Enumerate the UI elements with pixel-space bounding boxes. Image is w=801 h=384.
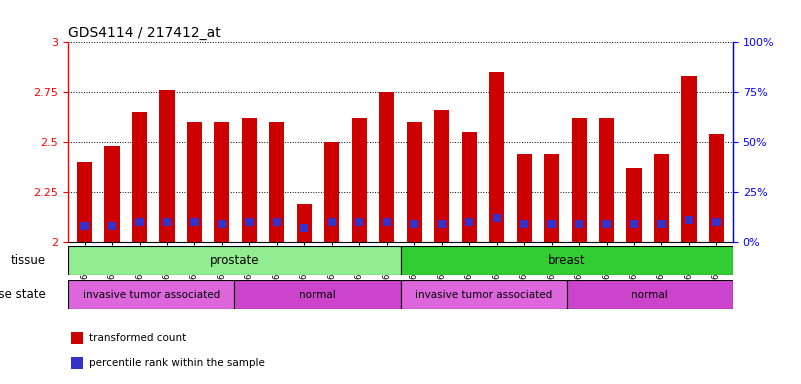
Bar	[215, 122, 229, 242]
Text: percentile rank within the sample: percentile rank within the sample	[90, 358, 265, 368]
Bar	[324, 142, 340, 242]
Bar	[437, 220, 446, 228]
Bar	[400, 246, 733, 275]
Bar	[517, 154, 532, 242]
Bar	[104, 146, 119, 242]
Text: invasive tumor associated: invasive tumor associated	[415, 290, 552, 300]
Bar	[520, 220, 528, 228]
Bar	[410, 220, 418, 228]
Bar	[159, 90, 175, 242]
Bar	[328, 218, 336, 226]
Bar	[547, 220, 556, 228]
Bar	[461, 132, 477, 242]
Bar	[71, 357, 83, 369]
Bar	[658, 220, 666, 228]
Text: normal: normal	[631, 290, 668, 300]
Bar	[383, 218, 391, 226]
Bar	[245, 218, 254, 226]
Bar	[132, 112, 147, 242]
Bar	[273, 218, 281, 226]
Bar	[709, 134, 724, 242]
Bar	[108, 222, 116, 230]
Bar	[630, 220, 638, 228]
Text: breast: breast	[548, 254, 586, 266]
Bar	[242, 118, 257, 242]
Bar	[626, 168, 642, 242]
Bar	[567, 280, 733, 309]
Bar	[235, 280, 400, 309]
Text: normal: normal	[299, 290, 336, 300]
Bar	[71, 332, 83, 344]
Bar	[269, 122, 284, 242]
Bar	[465, 218, 473, 226]
Bar	[572, 118, 586, 242]
Text: invasive tumor associated: invasive tumor associated	[83, 290, 219, 300]
Bar	[379, 92, 394, 242]
Bar	[68, 280, 235, 309]
Bar	[352, 118, 367, 242]
Bar	[685, 216, 693, 224]
Bar	[575, 220, 583, 228]
Text: GDS4114 / 217412_at: GDS4114 / 217412_at	[68, 26, 221, 40]
Bar	[297, 204, 312, 242]
Bar	[187, 122, 202, 242]
Text: disease state: disease state	[0, 288, 46, 301]
Bar	[712, 218, 721, 226]
Bar	[544, 154, 559, 242]
Bar	[602, 220, 610, 228]
Bar	[77, 162, 92, 242]
Text: transformed count: transformed count	[90, 333, 187, 343]
Bar	[300, 224, 308, 232]
Bar	[355, 218, 364, 226]
Text: prostate: prostate	[210, 254, 259, 266]
Bar	[682, 76, 697, 242]
Bar	[191, 218, 199, 226]
Text: tissue: tissue	[10, 254, 46, 266]
Bar	[218, 220, 226, 228]
Bar	[163, 218, 171, 226]
Bar	[434, 110, 449, 242]
Bar	[135, 218, 143, 226]
Bar	[68, 246, 400, 275]
Bar	[493, 214, 501, 222]
Bar	[407, 122, 422, 242]
Bar	[80, 222, 89, 230]
Bar	[489, 72, 504, 242]
Bar	[599, 118, 614, 242]
Bar	[654, 154, 669, 242]
Bar	[400, 280, 567, 309]
